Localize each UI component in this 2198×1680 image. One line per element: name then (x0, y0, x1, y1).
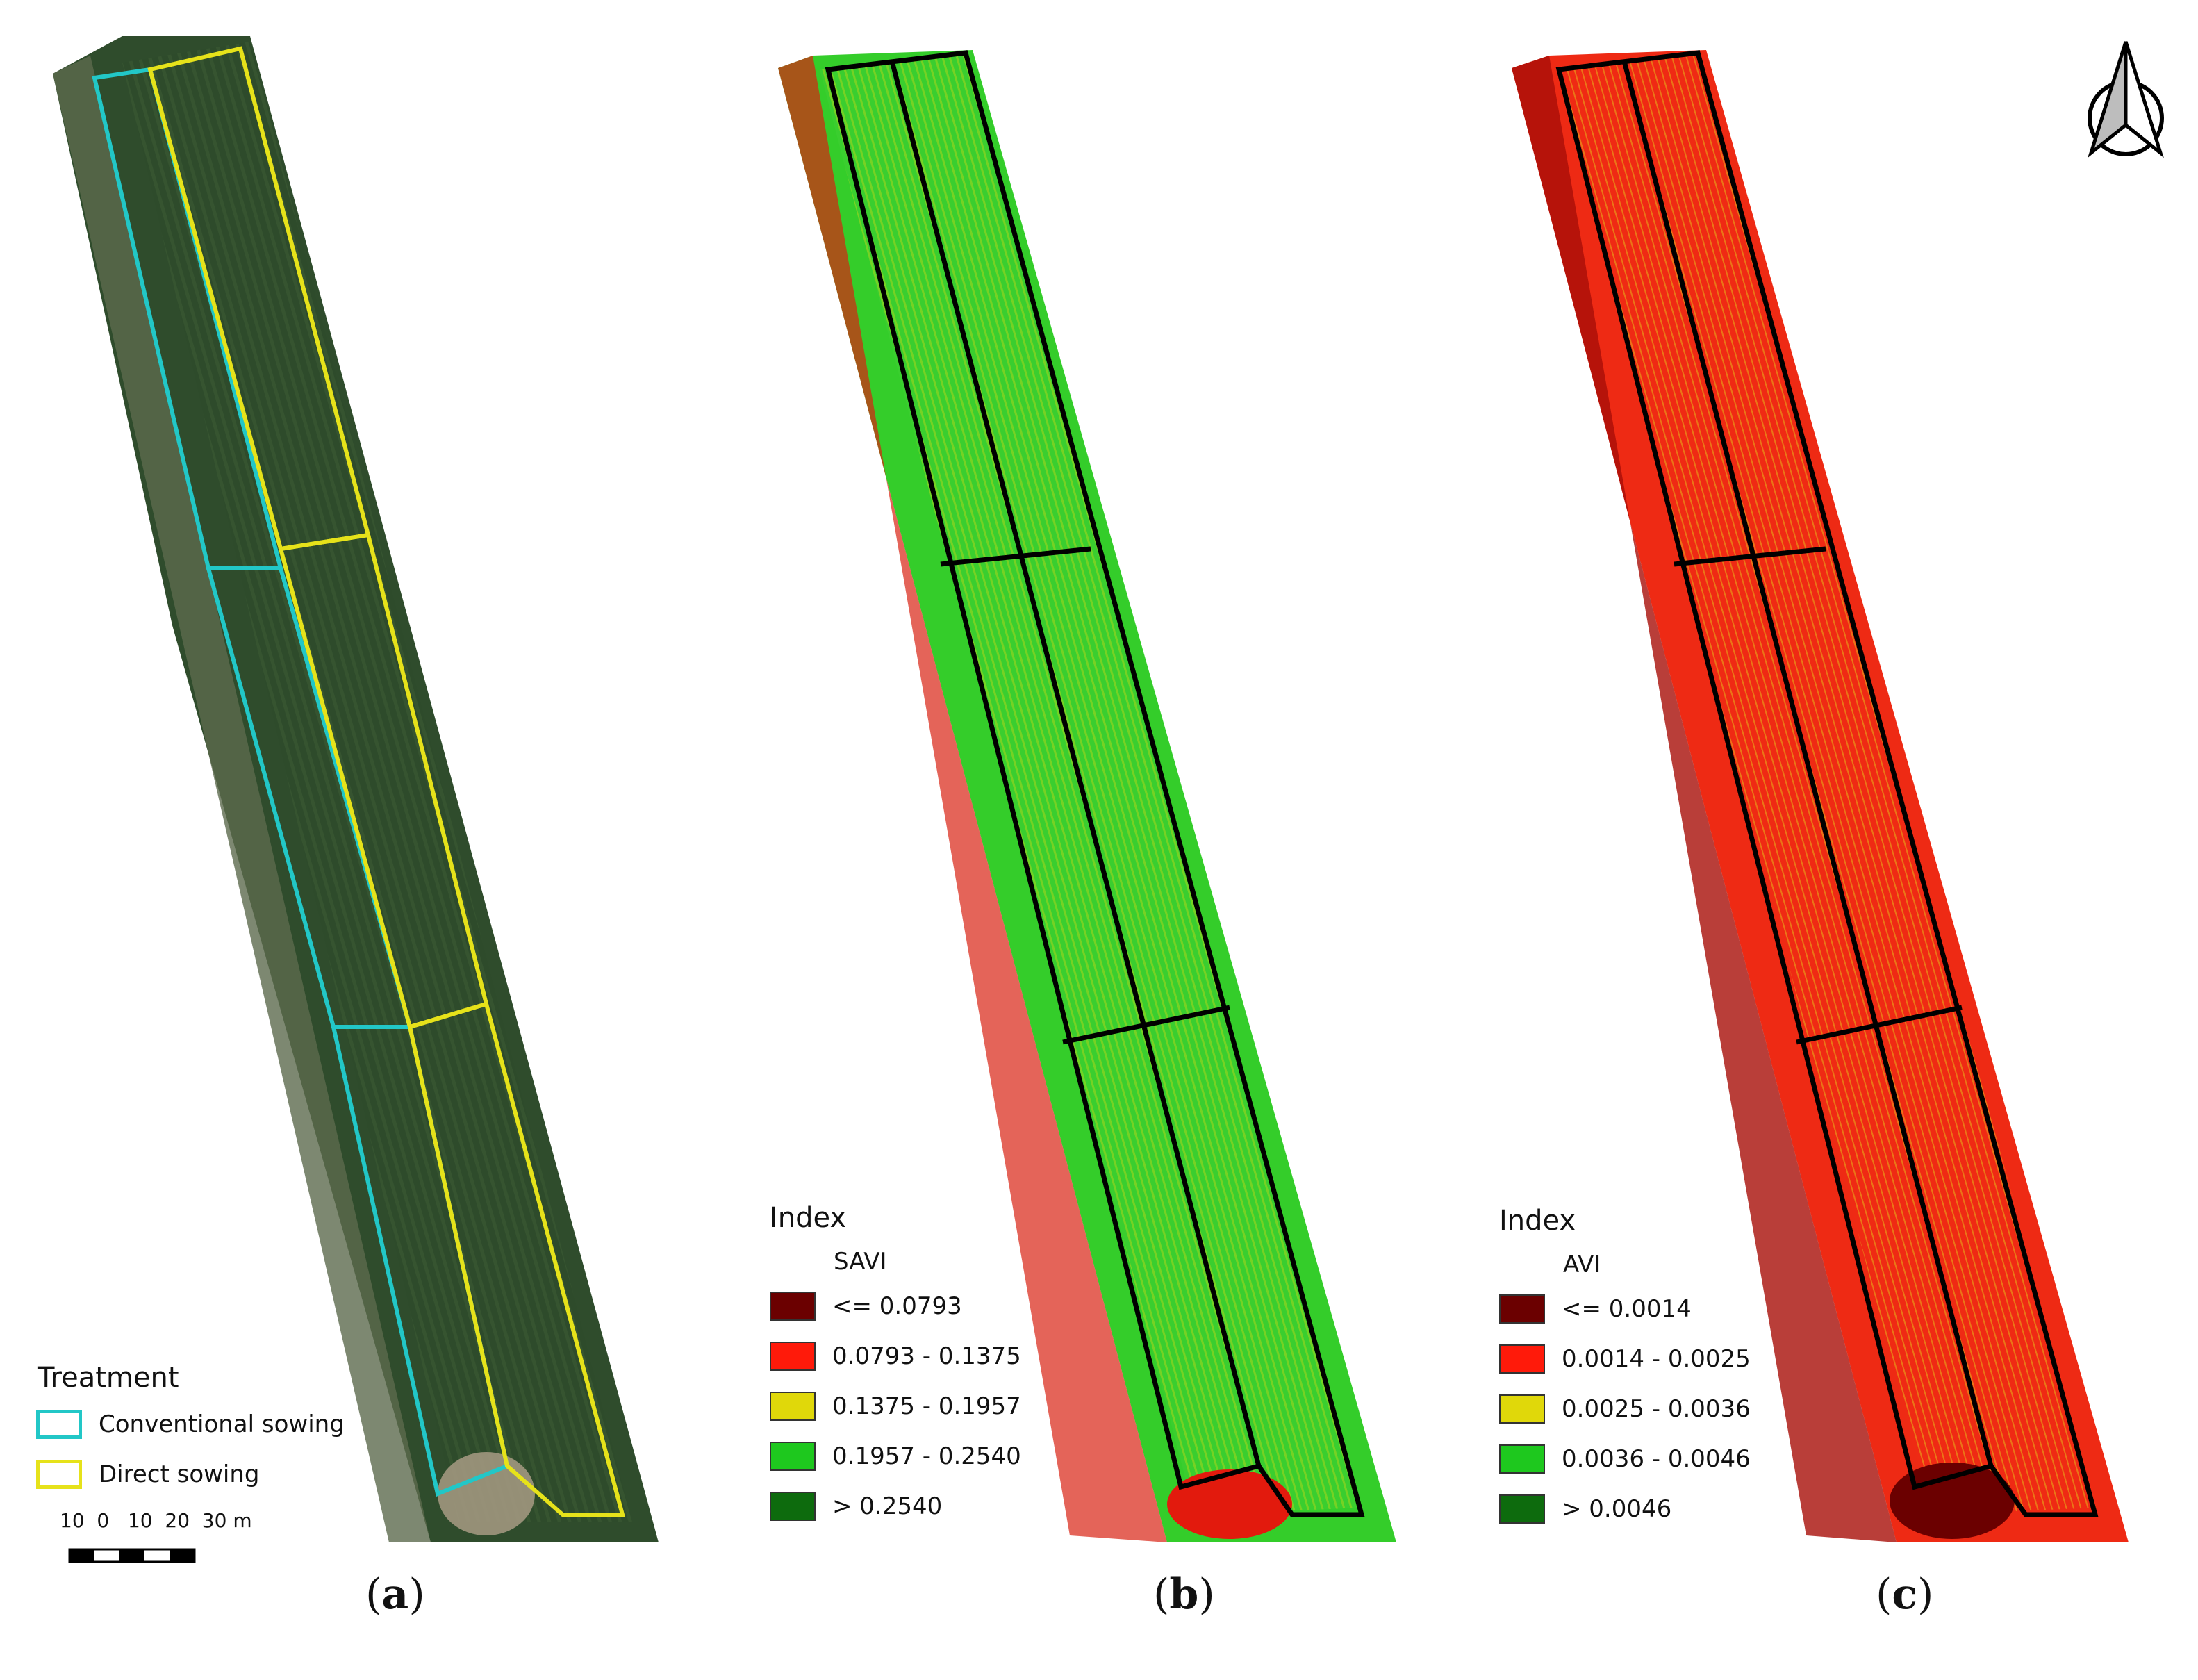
swatch-icon (1499, 1294, 1545, 1324)
avi-legend-item: 0.0025 - 0.0036 (1499, 1392, 1751, 1426)
avi-legend-item: 0.0036 - 0.0046 (1499, 1442, 1751, 1476)
swatch-icon (770, 1292, 816, 1321)
swatch-icon (1499, 1344, 1545, 1374)
treatment-legend-title: Treatment (38, 1362, 179, 1394)
yellow-swatch-icon (36, 1460, 82, 1489)
avi-legend-item: > 0.0046 (1499, 1492, 1671, 1526)
swatch-icon (770, 1442, 816, 1471)
avi-legend-title: Index (1499, 1205, 1576, 1237)
savi-legend-item: 0.1375 - 0.1957 (770, 1390, 1021, 1423)
swatch-icon (1499, 1394, 1545, 1424)
savi-legend-item: 0.1957 - 0.2540 (770, 1440, 1021, 1473)
swatch-icon (770, 1342, 816, 1371)
savi-legend-item: > 0.2540 (770, 1490, 942, 1523)
swatch-icon (770, 1492, 816, 1521)
legend-item-conventional-sowing: Conventional sowing (36, 1408, 345, 1441)
legend-item-direct-sowing: Direct sowing (36, 1458, 260, 1491)
legend-label: Direct sowing (99, 1460, 260, 1488)
scale-bar (68, 1548, 196, 1563)
legend-label: Conventional sowing (99, 1410, 345, 1438)
swatch-icon (1499, 1494, 1545, 1524)
caption-b: (b) (1153, 1570, 1215, 1619)
avi-legend-item: 0.0014 - 0.0025 (1499, 1342, 1751, 1376)
avi-legend-subtitle: AVI (1563, 1251, 1601, 1278)
cyan-swatch-icon (36, 1410, 82, 1439)
caption-a: (a) (365, 1570, 425, 1619)
avi-plot-outlines (1555, 50, 2099, 1517)
swatch-icon (1499, 1444, 1545, 1474)
direct-sowing-plots (147, 46, 625, 1517)
savi-legend-subtitle: SAVI (834, 1248, 887, 1276)
scale-bar-label: 10 0 10 20 30 m (60, 1509, 252, 1532)
savi-plot-outlines (825, 50, 1365, 1517)
savi-legend-item: 0.0793 - 0.1375 (770, 1340, 1021, 1373)
caption-c: (c) (1876, 1570, 1934, 1619)
avi-legend-item: <= 0.0014 (1499, 1292, 1692, 1326)
north-arrow-icon (2088, 41, 2164, 158)
savi-legend-title: Index (770, 1202, 847, 1234)
savi-legend-item: <= 0.0793 (770, 1290, 962, 1323)
swatch-icon (770, 1392, 816, 1421)
